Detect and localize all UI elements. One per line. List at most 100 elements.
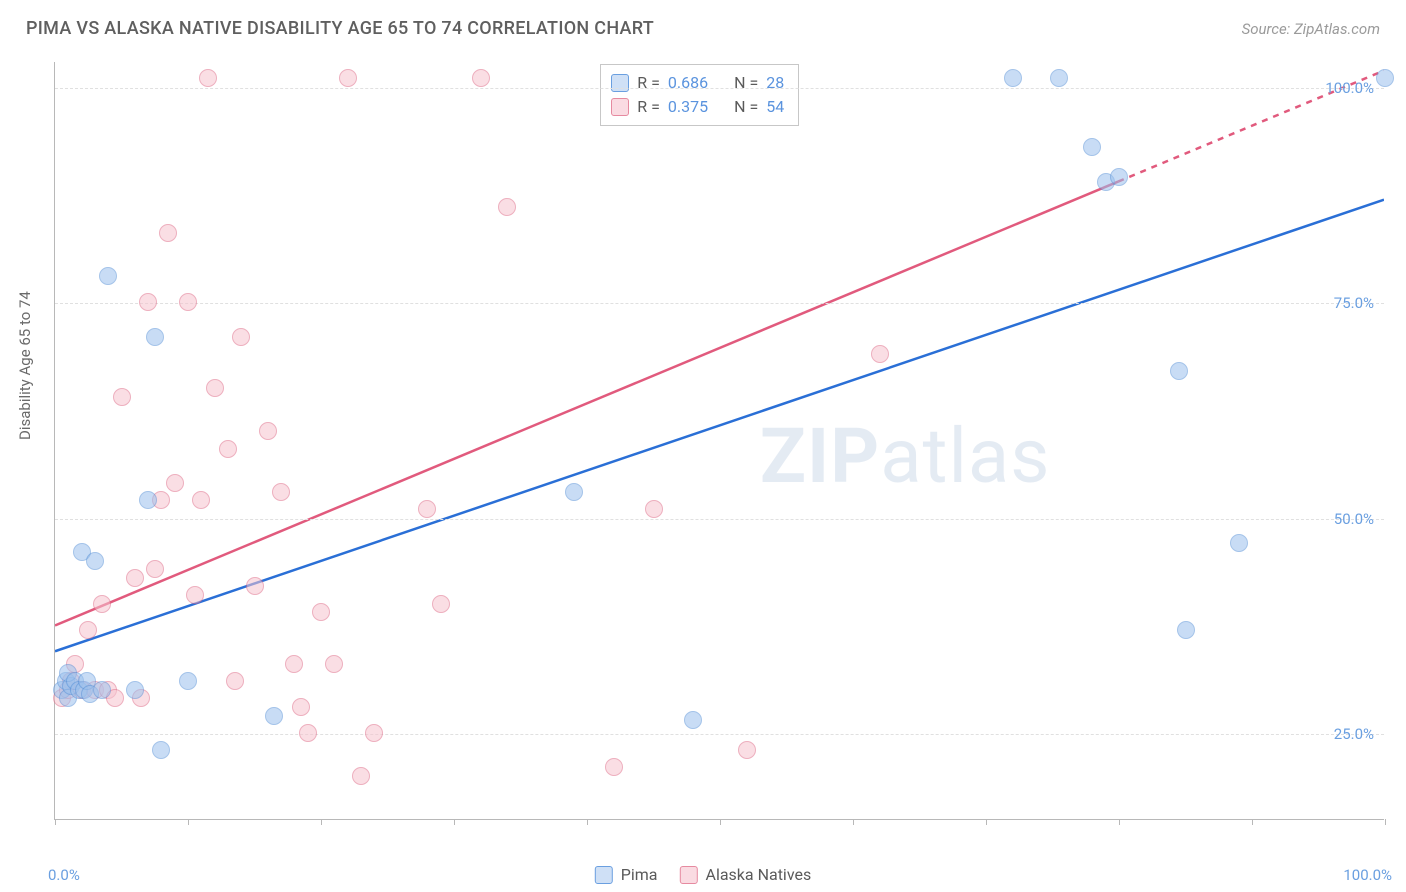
point-alaska [285, 655, 303, 673]
point-pima [565, 483, 583, 501]
point-alaska [179, 293, 197, 311]
point-alaska [79, 621, 97, 639]
point-alaska [352, 767, 370, 785]
legend-swatch [611, 98, 629, 116]
gridline-h [55, 734, 1384, 735]
point-alaska [418, 500, 436, 518]
x-tick-label-max: 100.0% [1343, 866, 1392, 884]
point-alaska [365, 724, 383, 742]
x-tick [986, 819, 987, 825]
y-tick-label: 100.0% [1325, 79, 1374, 97]
point-alaska [339, 69, 357, 87]
correlation-box: R = 0.686 N = 28 R = 0.375 N = 54 [600, 64, 799, 126]
point-pima [684, 711, 702, 729]
x-tick [55, 819, 56, 825]
x-tick [321, 819, 322, 825]
point-pima [1004, 69, 1022, 87]
point-alaska [232, 328, 250, 346]
point-alaska [159, 224, 177, 242]
n-label: N = [734, 71, 758, 95]
point-alaska [206, 379, 224, 397]
point-pima [86, 552, 104, 570]
point-alaska [146, 560, 164, 578]
legend-item: Pima [595, 865, 658, 884]
n-value: 54 [766, 95, 784, 119]
y-tick-label: 75.0% [1334, 294, 1374, 312]
point-alaska [219, 440, 237, 458]
r-value: 0.686 [668, 71, 708, 95]
x-tick [720, 819, 721, 825]
point-alaska [192, 491, 210, 509]
point-pima [99, 267, 117, 285]
r-value: 0.375 [668, 95, 708, 119]
point-pima [1170, 362, 1188, 380]
n-label: N = [734, 95, 758, 119]
point-alaska [292, 698, 310, 716]
point-pima [265, 707, 283, 725]
point-alaska [432, 595, 450, 613]
watermark-bold: ZIP [760, 411, 880, 501]
point-pima [1376, 69, 1394, 87]
x-tick [587, 819, 588, 825]
point-alaska [472, 69, 490, 87]
point-pima [1230, 534, 1248, 552]
correlation-row: R = 0.375 N = 54 [611, 95, 784, 119]
point-alaska [312, 603, 330, 621]
y-tick-label: 25.0% [1334, 725, 1374, 743]
legend-bottom: Pima Alaska Natives [595, 865, 811, 884]
point-pima [1110, 168, 1128, 186]
point-alaska [126, 569, 144, 587]
y-axis-label: Disability Age 65 to 74 [16, 291, 34, 440]
point-alaska [738, 741, 756, 759]
point-alaska [325, 655, 343, 673]
legend-swatch [595, 866, 613, 884]
point-alaska [246, 577, 264, 595]
point-pima [179, 672, 197, 690]
r-label: R = [637, 95, 660, 119]
point-pima [1050, 69, 1068, 87]
x-tick-label-min: 0.0% [48, 866, 80, 884]
y-tick-label: 50.0% [1334, 510, 1374, 528]
point-alaska [498, 198, 516, 216]
point-pima [93, 681, 111, 699]
point-pima [152, 741, 170, 759]
legend-swatch [611, 74, 629, 92]
legend-label: Pima [621, 865, 658, 884]
point-alaska [871, 345, 889, 363]
point-alaska [93, 595, 111, 613]
point-pima [1177, 621, 1195, 639]
point-pima [126, 681, 144, 699]
point-pima [146, 328, 164, 346]
point-alaska [166, 474, 184, 492]
point-pima [1083, 138, 1101, 156]
r-label: R = [637, 71, 660, 95]
point-alaska [226, 672, 244, 690]
n-value: 28 [766, 71, 784, 95]
gridline-h [55, 88, 1384, 89]
point-alaska [113, 388, 131, 406]
gridline-h [55, 519, 1384, 520]
x-tick [1252, 819, 1253, 825]
point-alaska [139, 293, 157, 311]
trendlines-svg [55, 62, 1384, 819]
point-alaska [272, 483, 290, 501]
trend-alaska [55, 182, 1118, 626]
point-alaska [645, 500, 663, 518]
legend-label: Alaska Natives [706, 865, 812, 884]
x-tick [1385, 819, 1386, 825]
x-tick [1119, 819, 1120, 825]
correlation-row: R = 0.686 N = 28 [611, 71, 784, 95]
watermark: ZIPatlas [760, 411, 1051, 501]
watermark-rest: atlas [880, 411, 1050, 501]
plot-area: ZIPatlas R = 0.686 N = 28 R = 0.375 N = 54 25.0… [54, 62, 1384, 820]
point-alaska [605, 758, 623, 776]
x-tick [454, 819, 455, 825]
point-pima [139, 491, 157, 509]
legend-swatch [680, 866, 698, 884]
x-tick [188, 819, 189, 825]
x-tick [853, 819, 854, 825]
source-text: Source: ZipAtlas.com [1242, 20, 1380, 38]
point-alaska [259, 422, 277, 440]
legend-item: Alaska Natives [680, 865, 812, 884]
point-alaska [299, 724, 317, 742]
